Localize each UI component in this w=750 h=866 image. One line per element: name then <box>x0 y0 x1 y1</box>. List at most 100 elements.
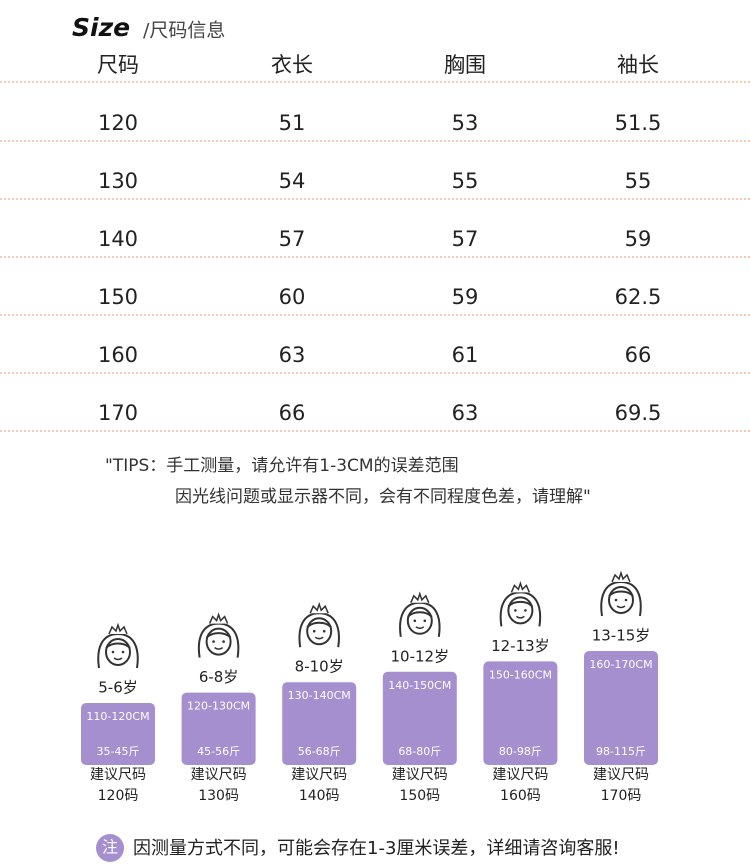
tiara <box>410 591 430 604</box>
card-box <box>382 671 457 765</box>
eye <box>121 650 125 654</box>
card-size: 170码 <box>601 788 642 804</box>
eye <box>514 609 517 612</box>
column-header: 尺码 <box>97 53 139 77</box>
eye <box>322 629 326 633</box>
header-title: Size <box>72 13 130 42</box>
table-cell: 66 <box>279 401 306 425</box>
face <box>205 627 232 656</box>
column-header: 衣长 <box>271 53 313 77</box>
table-cell: 63 <box>452 401 479 425</box>
eye <box>222 640 225 643</box>
girl-icon <box>197 612 240 658</box>
bangs <box>407 611 433 618</box>
table-cell: 66 <box>625 343 652 367</box>
table-cell: 120 <box>98 111 138 135</box>
card-height: 110-120CM <box>86 710 149 723</box>
table-cell: 53 <box>452 111 479 135</box>
card-weight: 68-80斤 <box>398 745 441 758</box>
card-size: 150码 <box>399 788 440 804</box>
bangs <box>608 590 634 597</box>
card-age: 5-6岁 <box>98 679 138 697</box>
card-box <box>282 682 357 765</box>
card-label: 建议尺码 <box>392 767 448 783</box>
tiara <box>611 570 631 583</box>
card-box <box>181 692 256 765</box>
tiara <box>208 612 229 624</box>
table-cell: 55 <box>625 169 652 193</box>
card-age: 10-12岁 <box>391 647 450 665</box>
card-weight: 56-68斤 <box>298 745 341 758</box>
table-cell: 59 <box>452 285 479 309</box>
card-age: 13-15岁 <box>592 627 651 645</box>
card-size: 140码 <box>299 788 340 804</box>
tip-line: 因光线问题或显示器不同，会有不同程度色差，请理解" <box>175 487 591 507</box>
girl-icon <box>499 581 542 627</box>
card-size: 120码 <box>98 788 139 804</box>
eye <box>614 598 618 602</box>
card-weight: 45-56斤 <box>197 745 240 758</box>
table-cell: 150 <box>98 285 138 309</box>
card-label: 建议尺码 <box>593 767 649 783</box>
card-size: 160码 <box>500 788 541 804</box>
face <box>608 586 634 614</box>
card-age: 6-8岁 <box>199 668 239 686</box>
table-cell: 170 <box>98 401 138 425</box>
card-box <box>584 651 658 765</box>
table-cell: 62.5 <box>615 285 662 309</box>
card-height: 150-160CM <box>489 668 552 681</box>
tiara <box>510 581 531 593</box>
girl-icon <box>97 622 139 669</box>
girl-icon <box>600 570 642 617</box>
face <box>507 596 534 625</box>
card-box <box>81 703 155 765</box>
table-cell: 59 <box>625 227 652 251</box>
card-box <box>483 661 558 765</box>
table-cell: 160 <box>98 343 138 367</box>
tip-line: "TIPS：手工测量，请允许有1-3CM的误差范围 <box>105 456 459 476</box>
table-cell: 60 <box>279 285 306 309</box>
table-cell: 140 <box>98 227 138 251</box>
bangs <box>105 642 131 649</box>
smile <box>415 626 425 630</box>
tiara <box>309 601 329 614</box>
smile <box>616 605 626 609</box>
eye <box>423 619 427 623</box>
card-size: 130码 <box>198 788 239 804</box>
card-label: 建议尺码 <box>90 767 146 783</box>
note-text: 因测量方式不同，可能会存在1-3厘米误差，详细请咨询客服! <box>133 838 620 859</box>
card-label: 建议尺码 <box>492 767 548 783</box>
tiara <box>108 622 128 635</box>
card-weight: 80-98斤 <box>499 745 542 758</box>
table-cell: 63 <box>279 343 306 367</box>
eye <box>312 629 316 633</box>
girl-icon <box>399 591 441 637</box>
table-cell: 57 <box>279 227 306 251</box>
bangs <box>205 632 232 639</box>
table-cell: 54 <box>279 169 306 193</box>
table-cell: 130 <box>98 169 138 193</box>
smile <box>214 646 224 650</box>
card-label: 建议尺码 <box>291 767 347 783</box>
table-cell: 51 <box>279 111 306 135</box>
table-cell: 69.5 <box>615 401 662 425</box>
card-age: 8-10岁 <box>295 658 344 676</box>
girl-icon <box>298 601 340 648</box>
table-cell: 51.5 <box>615 111 662 135</box>
table-cell: 61 <box>452 343 479 367</box>
eye <box>524 609 527 612</box>
card-height: 130-140CM <box>288 689 351 702</box>
card-height: 120-130CM <box>187 700 250 713</box>
smile <box>314 636 324 640</box>
column-header: 胸围 <box>444 53 486 77</box>
eye <box>111 650 115 654</box>
table-cell: 55 <box>452 169 479 193</box>
card-height: 140-150CM <box>388 679 451 692</box>
bangs <box>306 621 332 628</box>
note-badge-circle <box>96 834 124 862</box>
smile <box>515 615 525 619</box>
card-height: 160-170CM <box>589 658 652 671</box>
eye <box>624 598 628 602</box>
face <box>105 638 131 666</box>
